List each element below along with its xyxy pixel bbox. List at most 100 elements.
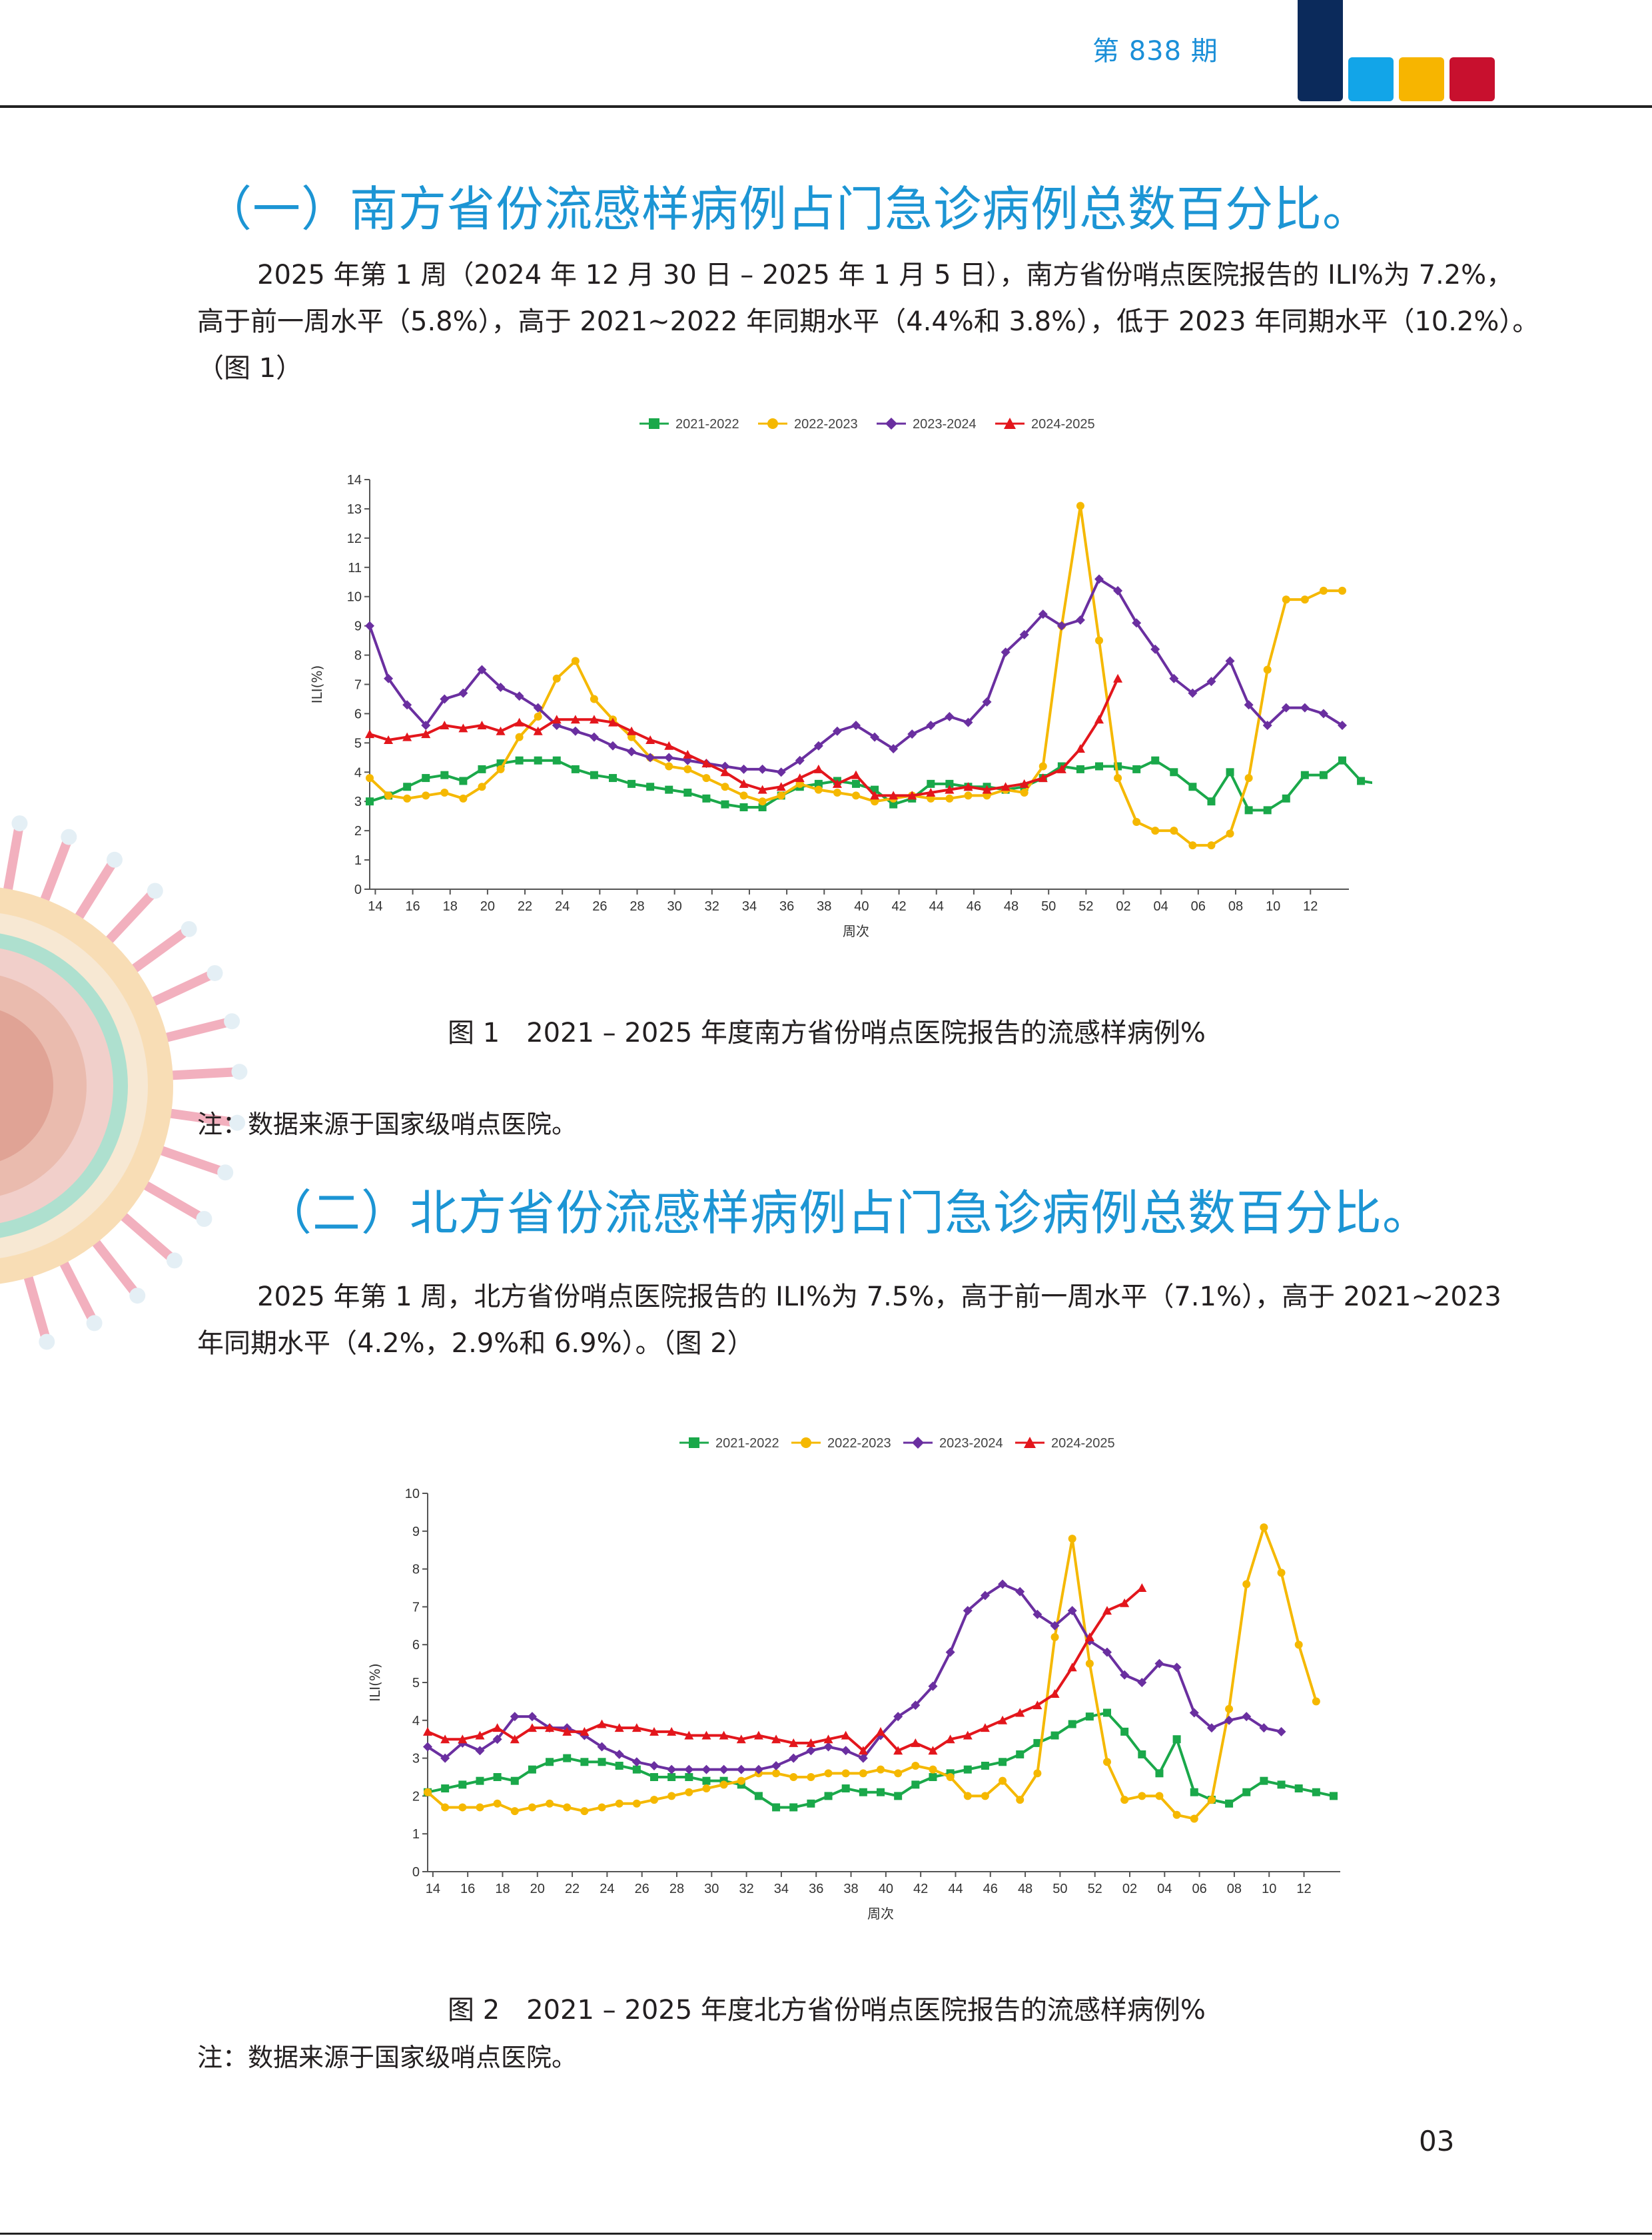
data-point-2023-2024 [664,753,674,763]
data-point-2023-2024 [813,741,823,751]
data-point-2023-2024 [514,691,524,701]
y-axis-label: ILI(%) [367,1663,383,1702]
data-point-2022-2023 [1068,1535,1076,1543]
data-point-2023-2024 [667,1764,677,1774]
y-tick-label: 1 [354,853,362,868]
section1-paragraph: 2025 年第 1 周（2024 年 12 月 30 日 – 2025 年 1 … [197,252,1539,392]
data-point-2024-2025 [980,1723,990,1732]
data-point-2022-2023 [441,1803,450,1812]
legend-label: 2022-2023 [827,1436,891,1451]
data-point-2023-2024 [841,1746,851,1756]
data-point-2023-2024 [771,1760,781,1770]
data-point-2021-2022 [981,1761,989,1770]
x-tick-label: 16 [405,899,420,914]
data-point-2024-2025 [384,735,394,744]
data-point-2024-2025 [423,1726,432,1736]
y-tick-label: 13 [347,502,362,517]
data-point-2023-2024 [1259,1723,1269,1733]
data-point-2021-2022 [627,779,636,788]
data-point-2024-2025 [813,764,823,773]
data-point-2024-2025 [841,1730,851,1740]
data-point-2023-2024 [533,703,543,713]
data-point-2022-2023 [580,1807,589,1816]
data-point-2024-2025 [589,715,599,724]
data-point-2024-2025 [608,717,618,727]
data-point-2021-2022 [478,765,486,773]
data-point-2023-2024 [440,694,450,704]
x-tick-label: 34 [774,1882,789,1896]
data-point-2023-2024 [757,764,767,774]
data-point-2024-2025 [683,749,693,759]
data-point-2022-2023 [1076,502,1084,510]
virus-spike-tip [166,1252,183,1269]
legend-label: 2022-2023 [794,417,858,432]
data-point-2024-2025 [440,1734,450,1744]
data-point-2023-2024 [926,721,936,730]
data-point-2024-2025 [926,788,936,797]
data-point-2024-2025 [757,785,767,794]
x-tick-label: 24 [555,899,570,914]
data-point-2021-2022 [534,756,542,765]
virus-spike [136,1178,209,1224]
data-point-2021-2022 [927,779,935,788]
data-point-2021-2022 [403,783,412,791]
data-point-2021-2022 [945,779,954,788]
data-point-2023-2024 [1338,721,1347,730]
data-point-2024-2025 [736,1734,746,1744]
data-point-2021-2022 [1188,783,1197,791]
data-point-2022-2023 [859,1769,867,1778]
data-point-2022-2023 [1033,1769,1042,1778]
data-point-2022-2023 [721,783,729,791]
data-point-2021-2022 [515,756,524,765]
data-point-2024-2025 [365,729,374,739]
x-tick-label: 52 [1088,1882,1102,1896]
data-point-2023-2024 [1137,1678,1147,1687]
virus-spike-tip [181,921,197,937]
x-tick-label: 02 [1116,899,1130,914]
x-tick-label: 34 [742,899,757,914]
data-point-2023-2024 [631,1757,641,1767]
data-point-2023-2024 [1225,656,1235,666]
data-point-2023-2024 [597,1742,607,1752]
data-point-2021-2022 [650,1773,658,1781]
data-point-2022-2023 [528,1803,536,1812]
data-point-2022-2023 [1132,817,1141,826]
x-tick-label: 24 [600,1882,614,1896]
series-line-2024-2025 [427,1587,1143,1752]
data-point-2024-2025 [823,1734,833,1744]
data-point-2023-2024 [402,700,412,710]
data-point-2023-2024 [1032,1609,1042,1619]
data-point-2022-2023 [1207,1796,1216,1804]
data-point-2023-2024 [365,621,374,631]
data-point-2022-2023 [1151,827,1160,835]
x-tick-label: 48 [1004,899,1019,914]
data-point-2022-2023 [1120,1796,1129,1804]
data-point-2021-2022 [458,1780,467,1789]
data-point-2021-2022 [1138,1750,1146,1758]
x-tick-label: 42 [913,1882,928,1896]
data-point-2023-2024 [527,1712,537,1722]
data-point-2021-2022 [528,1765,536,1774]
virus-spike [151,1144,230,1178]
x-tick-label: 12 [1303,899,1318,914]
data-point-2021-2022 [580,1758,589,1766]
x-tick-label: 32 [739,1882,753,1896]
data-point-2023-2024 [1189,1708,1199,1718]
data-point-2021-2022 [1132,765,1141,773]
data-point-2023-2024 [496,682,506,692]
data-point-2022-2023 [1225,1704,1234,1713]
data-point-2024-2025 [1032,1700,1042,1710]
data-point-2023-2024 [440,1753,450,1763]
data-point-2021-2022 [1033,1738,1042,1747]
data-point-2021-2022 [1050,1731,1059,1740]
data-point-2023-2024 [1094,574,1104,584]
chart-south-ili: 2021-2022 2022-2023 2023-2024 2024-20250123… [309,417,1372,939]
data-point-2023-2024 [608,741,618,751]
data-point-2021-2022 [739,803,748,811]
y-tick-label: 3 [412,1752,420,1766]
data-point-2024-2025 [667,1726,677,1736]
footer-rule [0,2233,1652,2235]
data-point-2023-2024 [649,1760,659,1770]
data-point-2021-2022 [667,1773,676,1781]
data-point-2022-2023 [1244,774,1253,783]
